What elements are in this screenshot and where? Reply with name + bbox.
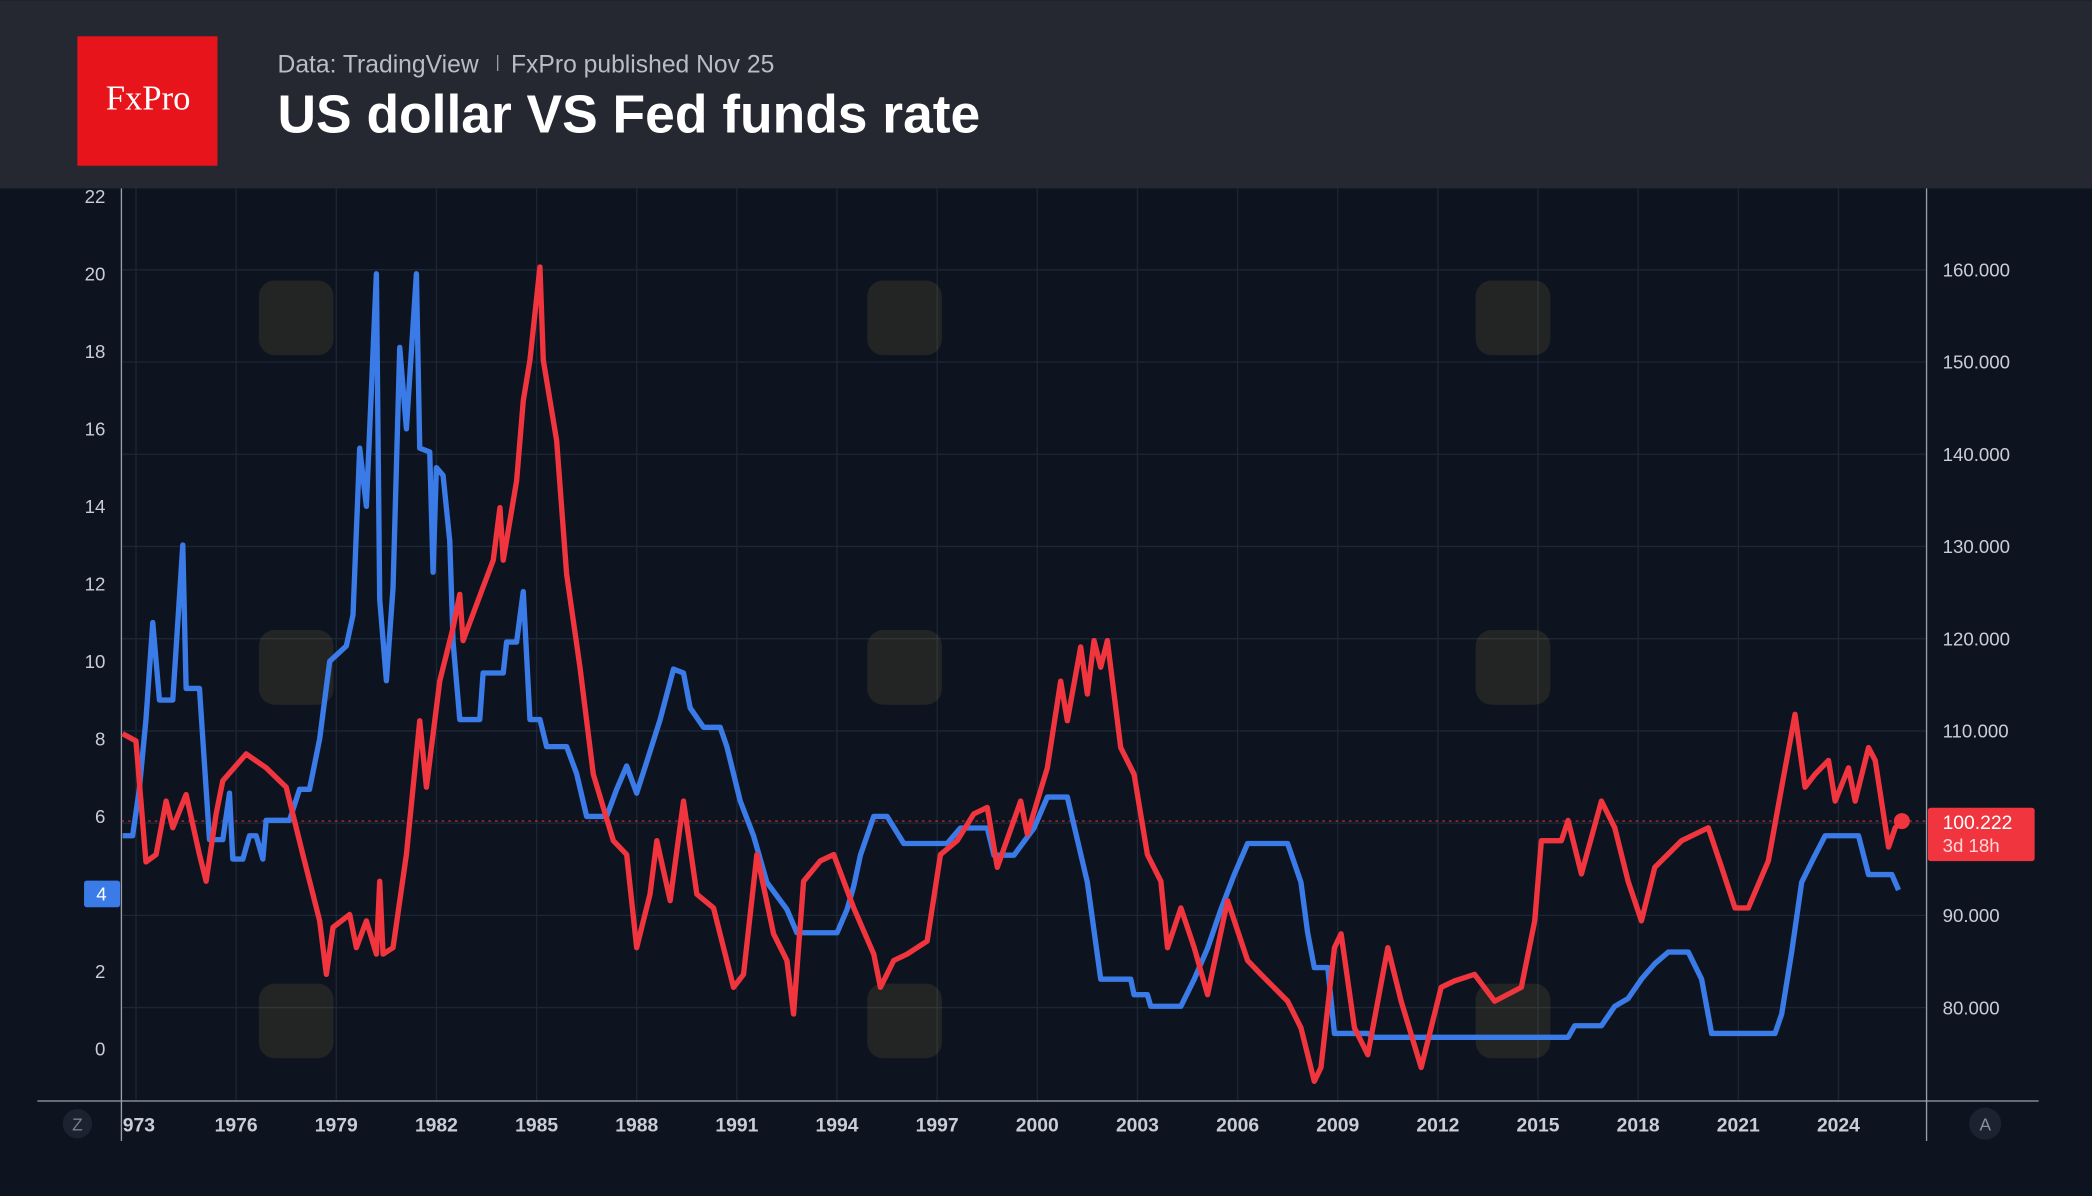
subtitle-source: Data: TradingView [278,51,479,78]
right-tick-label: 130.000 [1943,536,2010,557]
reset-zoom-button[interactable]: Z [62,1108,93,1139]
left-tick-label: 18 [85,341,106,362]
watermark-logo [867,983,942,1059]
fxpro-logo-text: FxPro [106,79,191,118]
left-tick-label: 14 [85,496,106,517]
left-tick-label: 6 [95,806,105,827]
fed-current-label: 4 [96,884,106,905]
right-tick-label: 120.000 [1943,628,2010,649]
right-tick-label: 110.000 [1943,721,2009,742]
x-tick-label: 2000 [1016,1115,1059,1137]
right-tick-label: 140.000 [1943,444,2010,465]
page-title: US dollar VS Fed funds rate [278,85,981,144]
right-tick-label: 90.000 [1943,905,2000,926]
left-tick-label: 2 [95,961,105,982]
x-tick-label: 2015 [1517,1115,1560,1137]
grid [121,188,1927,1101]
x-tick-label: 1988 [615,1115,658,1137]
left-tick-label: 16 [85,418,106,439]
watermark-logo [867,630,942,705]
watermark-logo [258,630,334,705]
left-tick-label: 8 [95,729,105,750]
x-axis-ticks: 973 1976 1979 1982 1985 1988 1991 1994 1997 2000 2… [123,1115,1860,1137]
watermark-logo [258,280,334,356]
x-tick-label: 1991 [715,1115,758,1137]
watermark-logo [258,983,334,1059]
x-tick-label: 2003 [1116,1115,1159,1137]
x-tick-label: 1982 [415,1115,458,1137]
left-tick-label: 20 [85,263,106,284]
watermark-logo [867,280,942,356]
x-tick-label: 2009 [1316,1115,1359,1137]
x-tick-label: 1976 [215,1115,258,1137]
x-tick-label: 1994 [816,1115,859,1137]
x-tick-label: 2006 [1216,1115,1259,1137]
header: FxPro Data: TradingView FxPro published … [0,0,2092,189]
watermark-logo [1475,630,1551,705]
fed-current-marker: 4 [84,880,121,908]
right-tick-label: 150.000 [1943,352,2010,373]
left-tick-label: 10 [85,651,106,672]
x-tick-label: 973 [123,1115,155,1137]
header-background [0,0,2092,189]
z-button-label: Z [72,1114,83,1134]
fxpro-logo [77,36,218,166]
dxy-last-price-marker: 100.222 3d 18h [1927,807,2035,862]
right-axis-ticks: 80.000 90.000 110.000 120.000 130.000 140.000… [1943,259,2010,1018]
x-tick-label: 2012 [1416,1115,1459,1137]
last-price-label: 100.222 [1943,812,2013,834]
right-tick-label: 80.000 [1943,997,2000,1018]
x-tick-label: 2018 [1617,1115,1660,1137]
x-tick-label: 2024 [1817,1115,1860,1137]
subtitle-published: FxPro published Nov 25 [511,51,774,78]
right-tick-label: 160.000 [1943,259,2010,280]
auto-scale-button[interactable]: A [1969,1107,2002,1140]
x-tick-label: 1985 [515,1115,558,1137]
left-tick-label: 0 [95,1039,105,1060]
left-tick-label: 22 [85,186,106,207]
dollar-index-line [121,264,1904,1085]
x-tick-label: 1997 [916,1115,959,1137]
left-tick-label: 12 [85,574,106,595]
a-button-label: A [1979,1114,1991,1134]
left-axis-ticks: 0 2 6 8 10 12 14 16 18 20 22 [85,186,106,1060]
x-tick-label: 2021 [1717,1115,1760,1137]
last-point-dot [1893,813,1910,830]
x-tick-label: 1979 [315,1115,358,1137]
countdown-label: 3d 18h [1943,835,2000,856]
watermark-logo [1475,280,1551,356]
series-lines [121,264,1910,1085]
